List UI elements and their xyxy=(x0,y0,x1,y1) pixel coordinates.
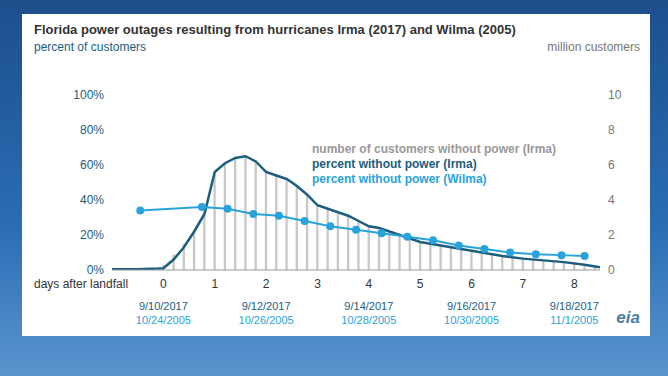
svg-text:60%: 60% xyxy=(80,158,104,172)
svg-text:3: 3 xyxy=(314,277,321,291)
html-text:percent without power (Wilma): percent without power (Wilma) xyxy=(312,172,487,186)
svg-text:100%: 100% xyxy=(73,88,104,102)
html-text:percent of customers: percent of customers xyxy=(34,40,147,54)
svg-text:6: 6 xyxy=(608,158,615,172)
svg-text:20%: 20% xyxy=(80,228,104,242)
html-text:million customers: million customers xyxy=(547,40,640,54)
svg-text:9/18/2017: 9/18/2017 xyxy=(550,300,599,312)
html-text:days after landfall: days after landfall xyxy=(34,277,129,291)
svg-text:0%: 0% xyxy=(87,263,105,277)
svg-text:2: 2 xyxy=(263,277,270,291)
svg-text:9/12/2017: 9/12/2017 xyxy=(242,300,291,312)
svg-text:7: 7 xyxy=(520,277,527,291)
svg-text:4: 4 xyxy=(608,193,615,207)
svg-text:9/10/2017: 9/10/2017 xyxy=(139,300,188,312)
svg-text:11/1/2005: 11/1/2005 xyxy=(550,314,598,326)
svg-text:9/16/2017: 9/16/2017 xyxy=(447,300,496,312)
svg-text:8: 8 xyxy=(608,123,615,137)
html-text:percent without power (Irma): percent without power (Irma) xyxy=(312,157,477,171)
html-text:Florida power outages resultin: Florida power outages resulting from hur… xyxy=(34,22,516,37)
svg-text:8: 8 xyxy=(571,277,578,291)
svg-text:10: 10 xyxy=(608,88,622,102)
svg-text:1: 1 xyxy=(211,277,218,291)
svg-text:6: 6 xyxy=(468,277,475,291)
svg-text:5: 5 xyxy=(417,277,424,291)
svg-text:10/30/2005: 10/30/2005 xyxy=(444,314,499,326)
svg-text:4: 4 xyxy=(365,277,372,291)
svg-text:0: 0 xyxy=(608,263,615,277)
svg-text:80%: 80% xyxy=(80,123,104,137)
html-text:eia: eia xyxy=(616,308,640,327)
svg-text:10/26/2005: 10/26/2005 xyxy=(239,314,294,326)
svg-text:0: 0 xyxy=(160,277,167,291)
html-text:number of customers without po: number of customers without power (Irma) xyxy=(312,142,556,156)
svg-text:40%: 40% xyxy=(80,193,104,207)
svg-text:10/28/2005: 10/28/2005 xyxy=(341,314,396,326)
svg-text:2: 2 xyxy=(608,228,615,242)
svg-text:9/14/2017: 9/14/2017 xyxy=(344,300,393,312)
svg-text:10/24/2005: 10/24/2005 xyxy=(136,314,191,326)
